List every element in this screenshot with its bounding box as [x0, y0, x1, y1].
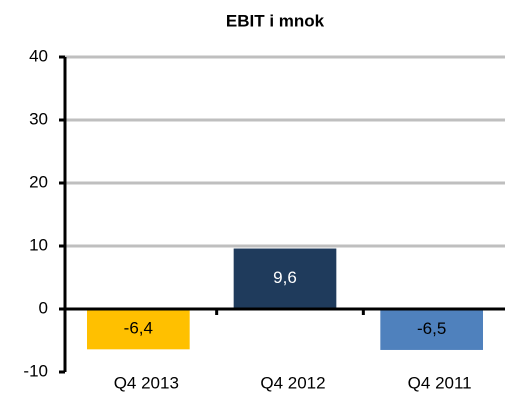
bar	[233, 248, 337, 309]
x-tick-label: Q4 2013	[114, 373, 179, 392]
y-tick-label: 40	[29, 46, 48, 65]
y-tick-label: 0	[39, 298, 48, 317]
bar	[380, 309, 483, 350]
chart-title: EBIT i mnok	[226, 11, 325, 30]
value-label: -6,5	[417, 319, 446, 338]
y-tick-label: 20	[29, 172, 48, 191]
value-label: 9,6	[273, 268, 297, 287]
bar	[87, 309, 190, 350]
y-tick-label: 30	[29, 109, 48, 128]
x-tick-label: Q4 2011	[408, 373, 472, 392]
x-tick-label: Q4 2012	[260, 373, 325, 392]
y-tick-label: 10	[29, 235, 48, 254]
y-tick-label: -10	[23, 361, 48, 380]
value-label: -6,4	[124, 319, 153, 338]
